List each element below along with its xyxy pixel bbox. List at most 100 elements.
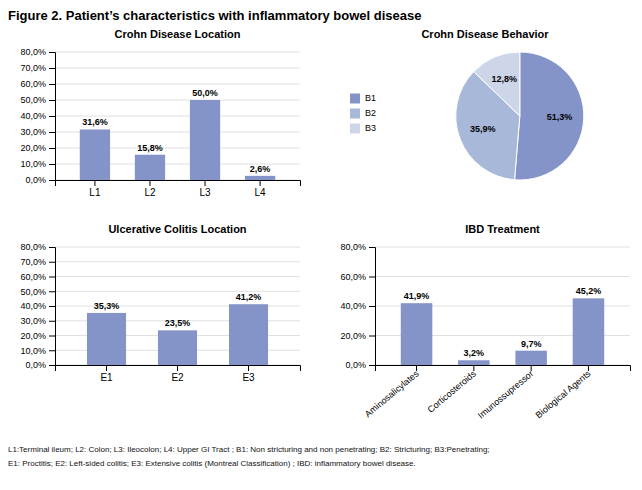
tick-label: E2 <box>171 372 184 383</box>
tick: E3 <box>242 365 255 383</box>
tick: Corticosteroids <box>426 365 479 415</box>
chart-root: Figure 2. Patient’s characteristics with… <box>0 0 642 490</box>
legend-item: B2 <box>350 108 376 119</box>
tick-mark <box>531 365 532 371</box>
tick-label: L4 <box>255 187 267 198</box>
data-label: 3,2% <box>464 348 485 358</box>
x-axis: E1 E2 E3 <box>56 365 301 383</box>
tick-label: L2 <box>144 187 156 198</box>
tick-mark <box>49 52 55 53</box>
tick: L4 <box>255 180 267 198</box>
tick: L2 <box>144 180 156 198</box>
tick: L3 <box>199 180 211 198</box>
tick-mark <box>260 180 261 186</box>
bar <box>135 155 165 180</box>
tick-label: 50,0% <box>20 95 46 105</box>
tick-label: Imunossupressor <box>476 368 535 420</box>
data-label: 9,7% <box>521 339 542 349</box>
tick: 30,0% <box>20 316 55 326</box>
grid-line <box>55 276 300 277</box>
tick: 0,0% <box>345 360 375 370</box>
tick: 60,0% <box>20 79 55 89</box>
x-axis: L1 L2 L3 L4 <box>56 180 301 198</box>
tick-label: 60,0% <box>20 79 46 89</box>
y-axis: 0,0%10,0%20,0%30,0%40,0%50,0%60,0%70,0%8… <box>20 242 55 370</box>
tick-mark <box>94 180 95 186</box>
tick-label: 80,0% <box>340 242 366 252</box>
tick-label: 30,0% <box>20 316 46 326</box>
data-labels: 35,3%23,5%41,2% <box>94 292 262 328</box>
tick: E2 <box>171 365 184 383</box>
panel-title: Ulcerative Colitis Location <box>108 223 246 235</box>
tick-label: 20,0% <box>20 143 46 153</box>
tick: 50,0% <box>20 287 55 297</box>
tick: 60,0% <box>20 272 55 282</box>
tick-mark <box>369 306 375 307</box>
data-label: 35,3% <box>94 301 120 311</box>
tick-label: 10,0% <box>20 346 46 356</box>
grid-line <box>55 52 300 53</box>
tick-mark <box>49 247 55 248</box>
axis-line <box>49 53 56 181</box>
bar <box>515 351 547 365</box>
tick-mark <box>49 277 55 278</box>
tick: 40,0% <box>340 301 375 311</box>
tick-label: 60,0% <box>20 272 46 282</box>
chart-container: Figure 2. Patient’s characteristics with… <box>0 0 642 490</box>
data-label: 51,3% <box>547 112 573 122</box>
legend-swatch <box>350 94 360 104</box>
tick-mark <box>588 365 589 371</box>
tick-mark <box>49 132 55 133</box>
tick-label: 30,0% <box>20 127 46 137</box>
tick-mark <box>369 247 375 248</box>
tick: 50,0% <box>20 95 55 105</box>
bars <box>401 298 604 365</box>
tick: 20,0% <box>340 331 375 341</box>
bar <box>245 176 275 180</box>
tick-label: 80,0% <box>20 242 46 252</box>
tick-mark <box>49 100 55 101</box>
tick: 70,0% <box>20 257 55 267</box>
data-label: 50,0% <box>192 88 218 98</box>
legend-item: B1 <box>350 93 376 104</box>
tick-label: L1 <box>89 187 101 198</box>
figure-title: Figure 2. Patient’s characteristics with… <box>8 8 422 23</box>
data-labels: 31,6%15,8%50,0%2,6% <box>82 88 270 174</box>
tick-mark <box>416 365 417 371</box>
tick: 0,0% <box>25 175 55 185</box>
tick-mark <box>177 365 178 371</box>
bar-panel: Crohn Disease Location31,6%15,8%50,0%2,6… <box>20 28 300 198</box>
tick-label: 40,0% <box>340 301 366 311</box>
legend: B1 B2 B3 <box>350 93 376 134</box>
footnote: E1: Proctitis; E2: Left-sided colitis; E… <box>8 459 416 468</box>
bars <box>87 304 268 365</box>
grid-line <box>375 247 630 248</box>
tick-mark <box>49 84 55 85</box>
tick-mark <box>49 68 55 69</box>
tick: E1 <box>100 365 113 383</box>
legend-swatch <box>350 109 360 119</box>
tick-label: L3 <box>199 187 211 198</box>
grid-line <box>55 291 300 292</box>
tick-mark <box>369 277 375 278</box>
grid-line <box>55 100 300 101</box>
data-label: 2,6% <box>250 164 271 174</box>
tick-mark <box>473 365 474 371</box>
tick-label: 70,0% <box>20 257 46 267</box>
axis-line <box>49 248 56 366</box>
data-label: 35,9% <box>470 124 496 134</box>
bar <box>190 100 220 180</box>
tick-mark <box>205 180 206 186</box>
tick: 40,0% <box>20 301 55 311</box>
tick-label: 40,0% <box>20 301 46 311</box>
tick: 70,0% <box>20 63 55 73</box>
tick-label: E3 <box>242 372 255 383</box>
tick: Aminosalicylates <box>363 365 421 419</box>
footnote: L1:Terminal ileum; L2: Colon; L3: Ileoco… <box>8 445 490 454</box>
tick-mark <box>49 321 55 322</box>
legend-item: B3 <box>350 123 376 134</box>
grid <box>375 247 630 365</box>
tick: 80,0% <box>340 242 375 252</box>
tick-label: 20,0% <box>20 331 46 341</box>
bar <box>87 313 126 365</box>
